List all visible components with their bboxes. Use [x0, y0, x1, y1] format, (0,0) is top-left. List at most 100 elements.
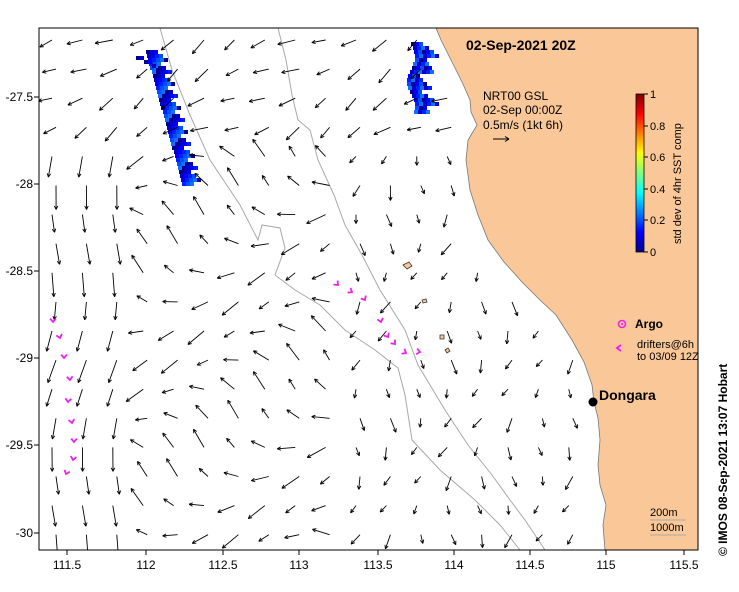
sst-pixel — [415, 58, 419, 62]
current-arrow — [383, 476, 391, 486]
current-arrow — [378, 68, 391, 84]
current-arrow — [388, 185, 393, 201]
sst-pixel — [431, 102, 435, 106]
sst-pixel — [176, 130, 180, 134]
current-arrow — [193, 196, 205, 215]
sst-pixel — [178, 138, 182, 142]
sst-pixel — [419, 78, 423, 82]
sst-pixel — [177, 106, 181, 110]
drifter-marker — [49, 317, 57, 324]
current-arrow — [116, 476, 122, 495]
sst-pixel — [426, 110, 430, 114]
sst-pixel — [411, 78, 415, 82]
current-arrow — [77, 156, 83, 178]
sst-pixel — [166, 94, 170, 98]
current-arrow — [414, 156, 419, 166]
current-arrow — [352, 185, 361, 197]
current-arrow — [385, 389, 391, 398]
sst-pixel — [170, 138, 174, 142]
sst-pixel — [422, 70, 426, 74]
current-arrow — [247, 505, 266, 519]
current-arrow — [403, 97, 417, 105]
sst-pixel — [182, 166, 186, 170]
current-arrow — [445, 476, 452, 491]
sst-pixel — [174, 138, 178, 142]
current-arrow — [221, 534, 239, 549]
sst-pixel — [165, 106, 169, 110]
sst-pixel — [189, 162, 193, 166]
sst-pixel — [161, 74, 165, 78]
sst-pixel — [160, 58, 164, 62]
sst-pixel — [160, 86, 164, 90]
current-arrow — [189, 268, 205, 274]
current-arrow — [410, 68, 422, 80]
drifter-marker — [67, 418, 76, 425]
current-arrow — [372, 39, 387, 52]
current-arrow — [75, 330, 83, 352]
product-scale: 0.5m/s (1kt 6h) — [483, 118, 563, 132]
drifter-marker — [69, 455, 78, 462]
current-arrow — [221, 301, 239, 316]
current-arrow — [112, 272, 117, 297]
sst-pixel — [185, 178, 189, 182]
sst-pixel — [169, 106, 173, 110]
current-arrow — [51, 272, 56, 297]
current-arrow — [99, 68, 117, 77]
current-arrow — [286, 342, 300, 361]
current-arrow — [504, 359, 513, 370]
current-arrow — [356, 476, 362, 490]
sst-pixel — [419, 54, 423, 58]
current-arrow — [112, 214, 117, 233]
current-arrow — [251, 476, 269, 483]
current-arrow — [278, 323, 296, 332]
sst-pixel — [412, 94, 416, 98]
drifter-marker — [376, 317, 384, 324]
sst-pixel — [417, 62, 421, 66]
current-arrow — [166, 68, 178, 82]
current-arrow — [349, 156, 357, 164]
current-arrow — [414, 301, 422, 310]
sst-pixel — [188, 174, 192, 178]
y-tick-label: -29 — [16, 351, 34, 365]
sst-pixel — [189, 178, 193, 182]
current-arrow — [157, 330, 174, 341]
x-tick-label: 115.5 — [669, 558, 698, 572]
current-arrow — [278, 97, 296, 107]
current-arrow — [311, 39, 326, 45]
sst-pixel — [415, 54, 419, 58]
current-arrow — [312, 528, 330, 536]
current-arrow — [193, 428, 205, 448]
current-arrow — [277, 39, 296, 46]
sst-pixel — [179, 170, 183, 174]
current-arrow — [199, 234, 209, 245]
current-arrow — [223, 330, 235, 338]
sst-pixel — [173, 106, 177, 110]
sst-pixel — [146, 50, 150, 54]
sst-pixel — [179, 126, 183, 130]
current-arrow — [572, 418, 578, 429]
current-arrow — [125, 388, 144, 402]
current-arrow — [431, 97, 448, 103]
drifter-marker — [63, 469, 71, 476]
sst-pixel — [140, 56, 144, 60]
x-tick-label: 113.5 — [363, 558, 392, 572]
current-arrow — [251, 206, 266, 215]
sst-pixel — [411, 82, 415, 86]
current-arrow — [504, 330, 510, 345]
sst-pixel — [422, 110, 426, 114]
current-arrow — [316, 68, 330, 76]
sst-pixel — [435, 102, 439, 106]
sst-pixel — [414, 98, 418, 102]
current-arrow — [281, 68, 300, 75]
current-arrow — [198, 467, 209, 477]
sst-pixel — [177, 134, 181, 138]
axis-ticks — [34, 96, 685, 555]
current-arrow — [107, 359, 118, 383]
y-tick-label: -28.5 — [6, 264, 34, 278]
current-arrow — [161, 200, 174, 215]
sst-pixel — [157, 62, 161, 66]
drifter-marker — [333, 280, 339, 286]
island — [444, 347, 451, 354]
sst-pixel — [415, 106, 419, 110]
current-arrow — [39, 39, 53, 48]
